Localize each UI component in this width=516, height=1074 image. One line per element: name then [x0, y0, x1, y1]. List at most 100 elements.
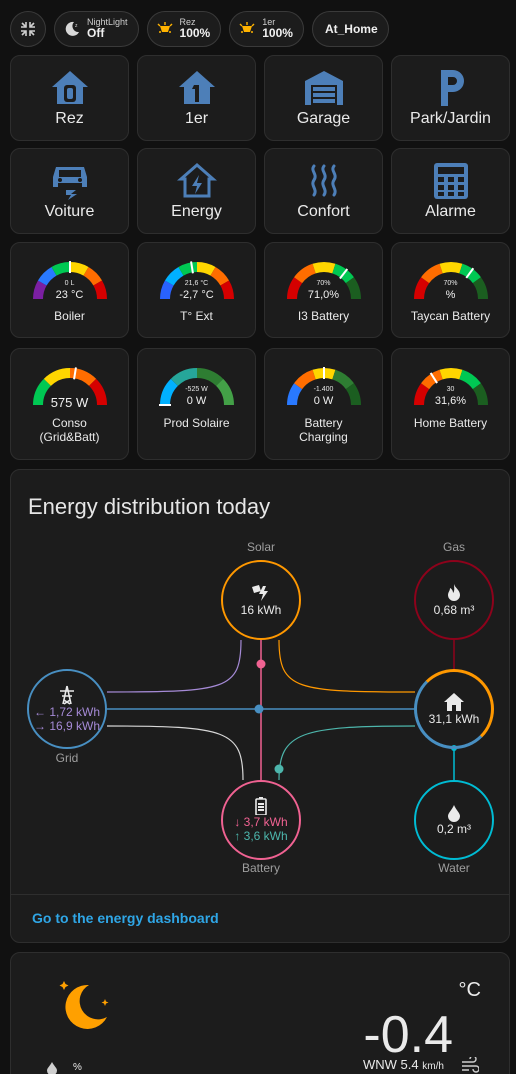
gauge-segment: [286, 277, 302, 300]
garage-icon: [304, 71, 343, 105]
weather-card: °C -0.4 WNW 5.4 km/h %: [10, 952, 510, 1074]
gauge-card[interactable]: 0 L 23 °C Boiler: [10, 242, 129, 338]
tile-label: Confort: [297, 203, 350, 220]
home-node[interactable]: 31,1 kWh: [414, 669, 494, 749]
tile-label: Energy: [171, 203, 222, 220]
premier-light-value: 100%: [262, 26, 293, 41]
gauge-card[interactable]: 30 31,6% Home Battery: [391, 348, 510, 460]
grid-label: Grid: [55, 751, 79, 765]
energy-distribution-card: Energy distribution today Solar 16 kWh G…: [10, 469, 510, 943]
collapse-chip[interactable]: [10, 11, 46, 47]
gauge-segment: [312, 262, 335, 274]
tile-label: Rez: [55, 110, 84, 127]
gauge-label: Boiler: [54, 309, 85, 323]
nightlight-label: NightLight: [87, 16, 128, 27]
energy-title: Energy distribution today: [28, 494, 271, 519]
presence-chip[interactable]: At_Home: [311, 11, 389, 47]
wind-unit: km/h: [422, 1061, 444, 1072]
gauge-segment: [413, 277, 429, 300]
gauge-card[interactable]: 575 W Conso (Grid&Batt): [10, 348, 129, 460]
gauge-needle: [429, 372, 438, 384]
battery-charge-value: ↓ 3,7 kWh: [234, 815, 288, 829]
solar-power-icon: [252, 585, 268, 601]
gauge-value: 575 W: [50, 395, 89, 410]
house-lightning-icon: [176, 163, 217, 198]
gauge-segment: [82, 266, 102, 286]
gauge-segment: [219, 280, 234, 300]
weather-wind: WNW 5.4 km/h: [363, 1057, 444, 1072]
gauge-sub-value: 70%: [316, 280, 331, 287]
weather-temperature: -0.4: [363, 1006, 453, 1064]
premier-light-chip[interactable]: 1er 100%: [229, 11, 304, 47]
energy-dashboard-link[interactable]: Go to the energy dashboard: [32, 910, 219, 926]
tile-energy[interactable]: Energy: [137, 148, 256, 234]
gauge-arc: [413, 262, 488, 300]
water-value: 0,2 m³: [436, 822, 471, 836]
gauge-segment: [472, 383, 488, 406]
gauge-segment: [439, 262, 462, 274]
wind-icon: [462, 1057, 479, 1073]
gauge-card[interactable]: -1.400 0 W Battery Charging: [264, 348, 383, 460]
grid-node[interactable]: ← 1,72 kWh → 16,9 kWh: [27, 669, 107, 749]
gauge-segment: [331, 369, 354, 390]
gauge-segment: [439, 368, 462, 380]
gauge-arc: [32, 367, 107, 406]
gauge-segment: [458, 369, 481, 390]
presence-value: At_Home: [324, 22, 378, 36]
gauge-label: Prod Solaire: [163, 416, 230, 430]
gauge-label: T° Ext: [180, 309, 213, 323]
gauge-card[interactable]: -525 W 0 W Prod Solaire: [137, 348, 256, 460]
battery-label: Battery: [241, 861, 280, 875]
tile-label: Garage: [296, 110, 351, 127]
water-drop-icon: [448, 805, 460, 822]
keypad-icon: [433, 163, 468, 199]
tile-alarme[interactable]: Alarme: [391, 148, 510, 234]
tile-voiture[interactable]: Voiture: [10, 148, 129, 234]
gauge-arc: [413, 368, 488, 406]
water-node[interactable]: 0,2 m³: [414, 780, 494, 860]
battery-discharge-value: ↑ 3,6 kWh: [234, 829, 288, 843]
gauge-segment: [420, 369, 443, 390]
gauge-segment: [159, 280, 174, 300]
tile-garage[interactable]: Garage: [264, 55, 383, 141]
gauge-segment: [196, 262, 215, 276]
tile-confort[interactable]: Confort: [264, 148, 383, 234]
tile-premier[interactable]: 1er: [137, 55, 256, 141]
weather-unit: °C: [458, 979, 481, 1001]
gauge-value: 71,0%: [307, 289, 340, 301]
tile-park-jardin[interactable]: Park/Jardin: [391, 55, 510, 141]
grid-export-value: → 16,9 kWh: [33, 719, 101, 733]
gauge-segment: [43, 368, 70, 387]
gauge-segment: [331, 263, 354, 284]
solar-node[interactable]: 16 kWh: [221, 560, 301, 640]
gauge-segment: [69, 368, 96, 387]
humidity-value: %: [73, 1062, 82, 1073]
transmission-tower-icon: [60, 685, 74, 705]
tile-rez[interactable]: Rez: [10, 55, 129, 141]
gauge-segment: [345, 277, 361, 300]
nightlight-chip[interactable]: z NightLight Off: [54, 11, 139, 47]
gauge-value: 0 W: [313, 395, 334, 407]
gauge-segment: [293, 263, 316, 284]
home-value: 31,1 kWh: [428, 712, 480, 726]
gauge-segment: [32, 280, 47, 300]
gauge-label: Battery Charging: [299, 416, 348, 444]
gauge-sub-value: 21,6 °C: [184, 280, 209, 287]
gas-node[interactable]: 0,68 m³: [414, 560, 494, 640]
gauge-label: Taycan Battery: [410, 309, 491, 323]
gauge-card[interactable]: 70%% Taycan Battery: [391, 242, 510, 338]
gauge-needle: [464, 267, 474, 279]
gauge-label: I3 Battery: [297, 309, 350, 323]
gauge-segment: [159, 378, 178, 406]
rez-light-chip[interactable]: Rez 100%: [146, 11, 222, 47]
gauge-needle: [189, 261, 194, 274]
house-one-icon: [178, 71, 215, 104]
battery-node[interactable]: ↓ 3,7 kWh ↑ 3,6 kWh: [221, 780, 301, 860]
gauge-segment: [88, 378, 107, 406]
gauge-card[interactable]: 70% 71,0% I3 Battery: [264, 242, 383, 338]
gauge-segment: [215, 378, 234, 406]
gauge-segment: [293, 369, 316, 390]
tile-label: 1er: [184, 110, 209, 127]
gauge-card[interactable]: 21,6 °C -2,7 °C T° Ext: [137, 242, 256, 338]
gauge-segment: [170, 368, 197, 387]
